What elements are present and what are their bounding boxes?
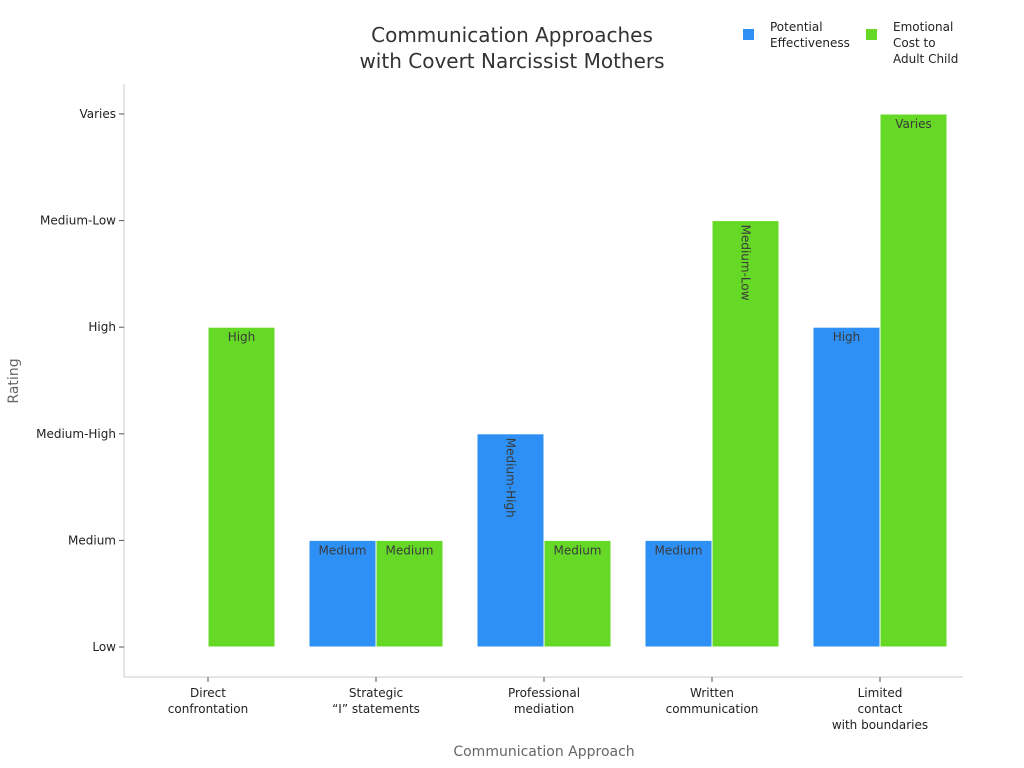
y-tick-label: High xyxy=(88,320,116,334)
x-tick-label: Limited contact with boundaries xyxy=(832,686,928,732)
x-axis-label: Communication Approach xyxy=(453,744,634,760)
legend-swatch xyxy=(743,29,754,40)
x-tick-label: Strategic “I” statements xyxy=(332,686,420,716)
bar-value-label: Medium-High xyxy=(504,438,518,518)
x-tick-label: Direct confrontation xyxy=(168,686,248,716)
y-tick-label: Medium xyxy=(68,533,116,547)
bar-emotional-cost xyxy=(207,326,276,648)
x-tick-label: Professional mediation xyxy=(508,686,580,716)
y-axis-label: Rating xyxy=(6,358,22,403)
bar-value-label: Medium xyxy=(319,543,367,557)
y-axis-ticks: Low Medium Medium-High High Medium-Low Varies xyxy=(36,107,124,654)
y-tick-label: Varies xyxy=(79,107,116,121)
bar-value-label: Medium xyxy=(554,543,602,557)
x-axis-ticks: Direct confrontation Strategic “I” statemen… xyxy=(168,677,928,732)
bar-effectiveness xyxy=(476,433,545,648)
y-tick-label: Medium-High xyxy=(36,427,116,441)
y-tick-label: Low xyxy=(92,640,116,654)
bar-value-label: Varies xyxy=(895,117,932,131)
x-tick-label: Written communication xyxy=(666,686,759,716)
bar-value-label: Medium xyxy=(386,543,434,557)
y-tick-label: Medium-Low xyxy=(40,214,116,228)
bar-emotional-cost xyxy=(711,220,780,648)
bar-value-label: High xyxy=(228,330,256,344)
bar-emotional-cost xyxy=(375,539,444,648)
bar-value-label: Medium-Low xyxy=(739,225,753,301)
bar-value-label: High xyxy=(833,330,861,344)
legend-label: Emotional Cost to Adult Child xyxy=(893,20,958,66)
chart-title-line-2: with Covert Narcissist Mothers xyxy=(359,49,664,73)
bar-effectiveness xyxy=(812,326,881,648)
bar-emotional-cost xyxy=(879,113,948,648)
legend: Potential Effectiveness Emotional Cost to Ad… xyxy=(743,20,958,66)
bar-effectiveness xyxy=(644,539,713,648)
bars: High Medium Medium Medium-High Medium Medium M… xyxy=(207,113,948,648)
legend-label: Potential Effectiveness xyxy=(770,20,850,50)
legend-swatch xyxy=(866,29,877,40)
chart-title-line-1: Communication Approaches xyxy=(371,23,653,47)
bar-emotional-cost xyxy=(543,539,612,648)
bar-value-label: Medium xyxy=(655,543,703,557)
bar-effectiveness xyxy=(308,539,377,648)
